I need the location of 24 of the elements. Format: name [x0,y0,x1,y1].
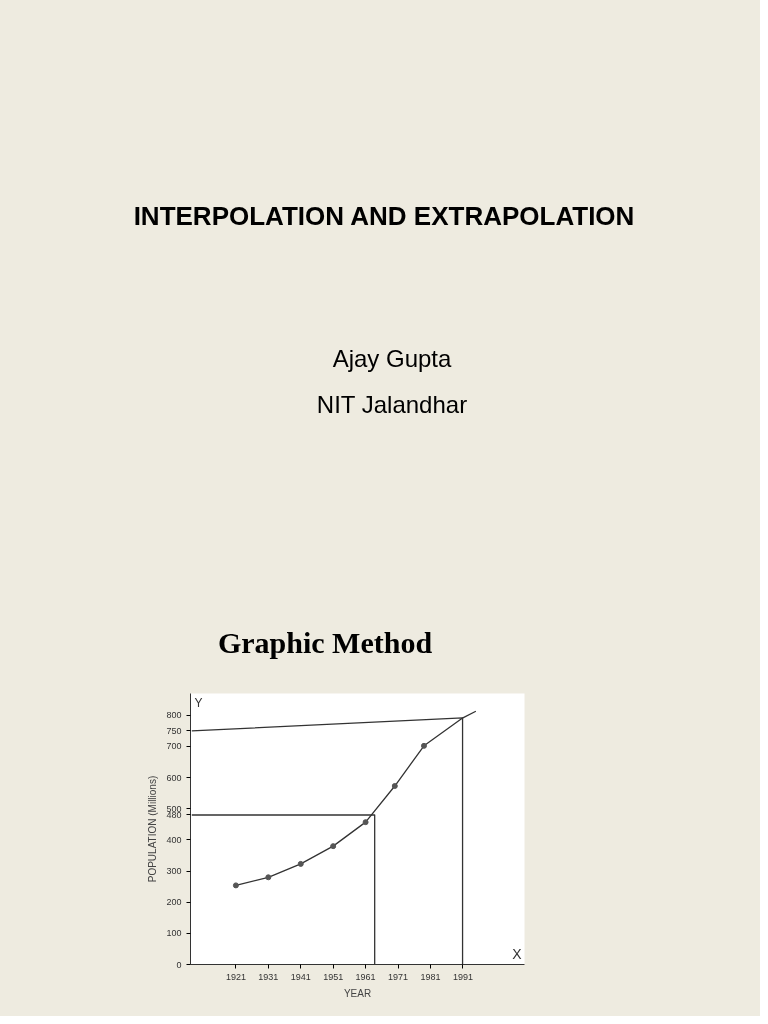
x-tick-label: 1941 [290,971,311,982]
y-tick-label: 200 [166,897,182,908]
x-axis-title: YEAR [343,987,372,999]
x-tick-label: 1931 [258,971,279,982]
y-tick-label: 750 [166,725,182,736]
x-tick-label: 1991 [452,971,473,982]
y-tick-label: 300 [166,866,182,877]
chart-title: INTERPOLATION AND EXTRAPOLATION [132,200,636,233]
x-tick-label: 1961 [355,971,376,982]
y-tick-label: 400 [166,834,182,845]
text: Graphic Method [216,625,434,661]
annotation: X [512,945,523,962]
x-tick-label: 1981 [420,971,441,982]
y-tick-label: 100 [166,928,182,939]
y-tick-label: 600 [166,772,182,783]
y-tick-label: 0 [176,959,182,970]
annotation: Y [194,695,203,710]
x-tick-label: 1971 [388,971,409,982]
x-tick-label: 1921 [225,971,246,982]
y-tick-label: 700 [166,741,182,752]
y-axis-title: POPULATION (Millions) [147,775,159,883]
x-tick-label: 1951 [323,971,344,982]
y-tick-label: 800 [166,710,182,721]
chart-subtitle: Ajay Gupta NIT Jalandhar [315,344,469,420]
